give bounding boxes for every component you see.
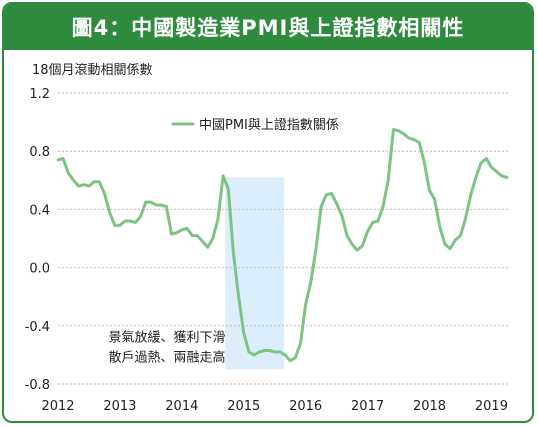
y-axis-label: 18個月滾動相關係數 [32,63,153,78]
x-tick-label: 2019 [475,399,508,414]
annotation-text: 散戶過熱、兩融走高 [108,349,225,365]
x-tick-label: 2018 [413,399,446,414]
x-tick-label: 2012 [41,399,74,414]
y-tick-label: -0.8 [25,378,50,393]
shaded-region [225,177,284,370]
y-tick-label: 0.4 [29,203,50,218]
annotation-text: 景氣放緩、獲利下滑 [108,330,225,345]
y-tick-label: 1.2 [29,87,50,102]
y-tick-label: 0.0 [29,262,50,277]
legend-label: 中國PMI與上證指數關係 [199,117,339,133]
x-tick-label: 2013 [103,399,136,414]
chart-title: 圖4：中國製造業PMI與上證指數相關性 [4,4,532,50]
x-tick-label: 2016 [289,399,322,414]
x-tick-label: 2015 [227,399,260,414]
y-tick-label: -0.4 [25,320,50,335]
x-tick-label: 2017 [351,399,384,414]
x-tick-label: 2014 [165,399,198,414]
y-tick-label: 0.8 [29,145,50,160]
series-line [56,127,509,363]
